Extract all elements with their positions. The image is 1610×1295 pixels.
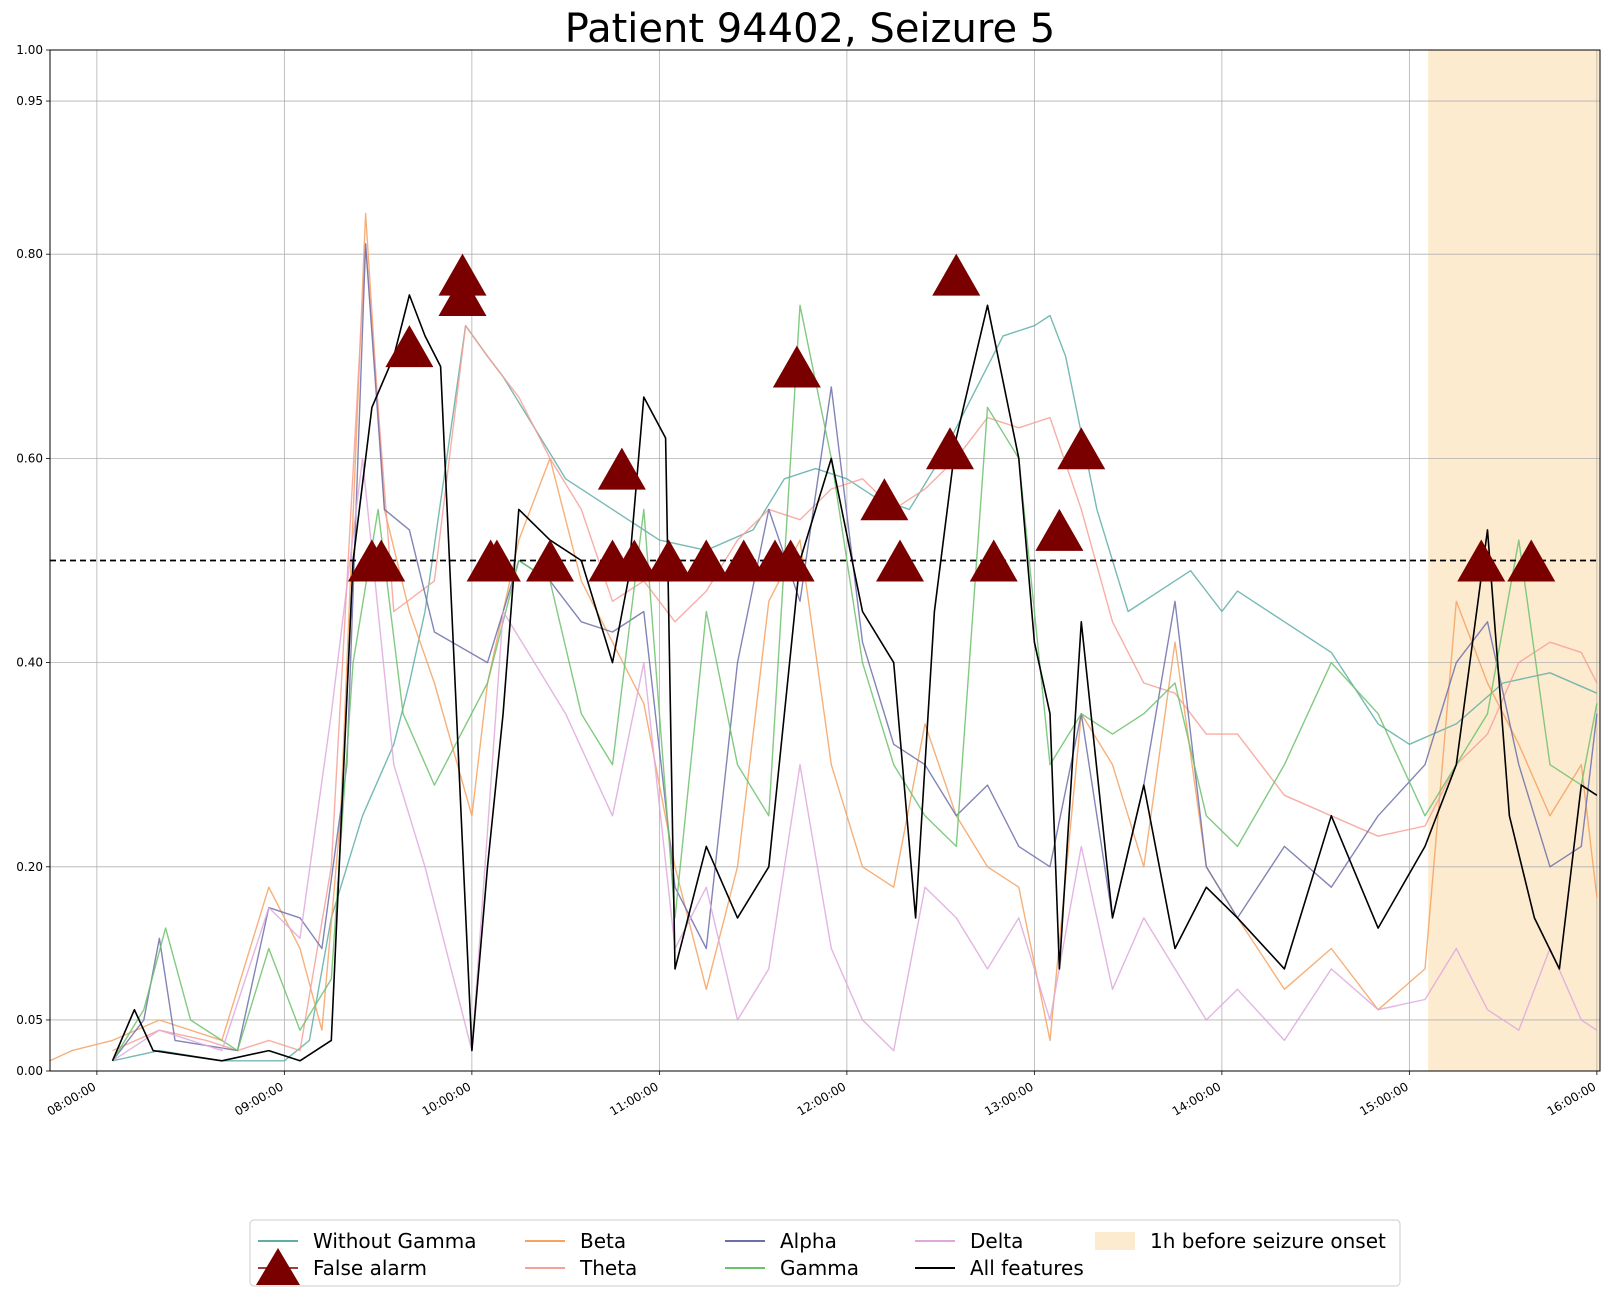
false-alarm-marker [472,539,521,582]
x-tick-label: 16:00:00 [1545,1079,1599,1118]
false-alarm-marker [610,539,659,582]
y-tick-label: 0.00 [16,1064,43,1078]
legend-label: Alpha [780,1229,837,1253]
false-alarm-marker [357,539,406,582]
series-beta [49,212,1598,1062]
y-tick-label: 0.95 [16,94,43,108]
series-delta [112,457,1598,1062]
y-tick-label: 0.80 [16,247,43,261]
false-alarm-marker [719,539,768,582]
legend-swatch-shaded [1095,1232,1135,1250]
y-tick-label: 1.00 [16,43,43,57]
legend-label: Delta [970,1229,1023,1253]
legend-label: 1h before seizure onset [1150,1229,1386,1253]
legend: Without Gamma False alarm Beta Theta Alpha Ga… [249,1219,1401,1287]
x-tick-label: 10:00:00 [420,1079,474,1118]
chart-title: Patient 94402, Seizure 5 [565,6,1055,52]
false-alarm-marker [1057,427,1106,470]
y-tick-label: 0.60 [16,451,43,465]
legend-label: Beta [580,1229,626,1253]
x-tick-label: 11:00:00 [607,1079,661,1118]
false-alarm-marker [1035,508,1084,551]
x-tick-label: 13:00:00 [982,1079,1036,1118]
false-alarm-marker [772,345,821,388]
series-all-features [111,294,1598,1062]
false-alarm-marker [932,253,981,296]
false-alarm-marker [1457,539,1506,582]
false-alarm-marker [876,539,924,582]
x-tick-label: 12:00:00 [795,1079,849,1118]
false-alarm-marker [860,478,909,521]
false-alarm-marker [385,325,434,368]
legend-label: Theta [579,1256,637,1280]
legend-label: All features [970,1256,1084,1280]
false-alarm-marker [766,539,815,582]
x-tick-label: 14:00:00 [1170,1079,1224,1118]
x-tick-label: 08:00:00 [45,1079,99,1118]
false-alarm-marker [597,447,646,490]
false-alarm-marker [644,539,693,582]
x-tick-label: 15:00:00 [1357,1079,1411,1118]
y-tick-label: 0.40 [16,656,43,670]
false-alarm-marker [526,539,574,582]
false-alarm-marker [1507,539,1556,582]
y-tick-label: 0.20 [16,860,43,874]
plot-area: 0.00 0.05 0.20 0.40 0.60 0.80 0.95 1.00 08:00:00… [16,43,1601,1119]
false-alarm-marker [438,274,487,317]
false-alarm-marker [969,539,1018,582]
legend-label: Without Gamma [313,1229,477,1253]
legend-label: False alarm [313,1256,427,1280]
y-tick-label: 0.05 [16,1013,43,1027]
legend-label: Gamma [780,1256,859,1280]
false-alarm-marker [682,539,731,582]
x-tick-label: 09:00:00 [232,1079,286,1118]
series-without-gamma [112,314,1598,1062]
legend-marker-false-alarm [256,1248,300,1285]
false-alarm-marker [926,427,974,470]
series-theta [112,243,1598,1052]
axes-frame [49,49,1601,1072]
